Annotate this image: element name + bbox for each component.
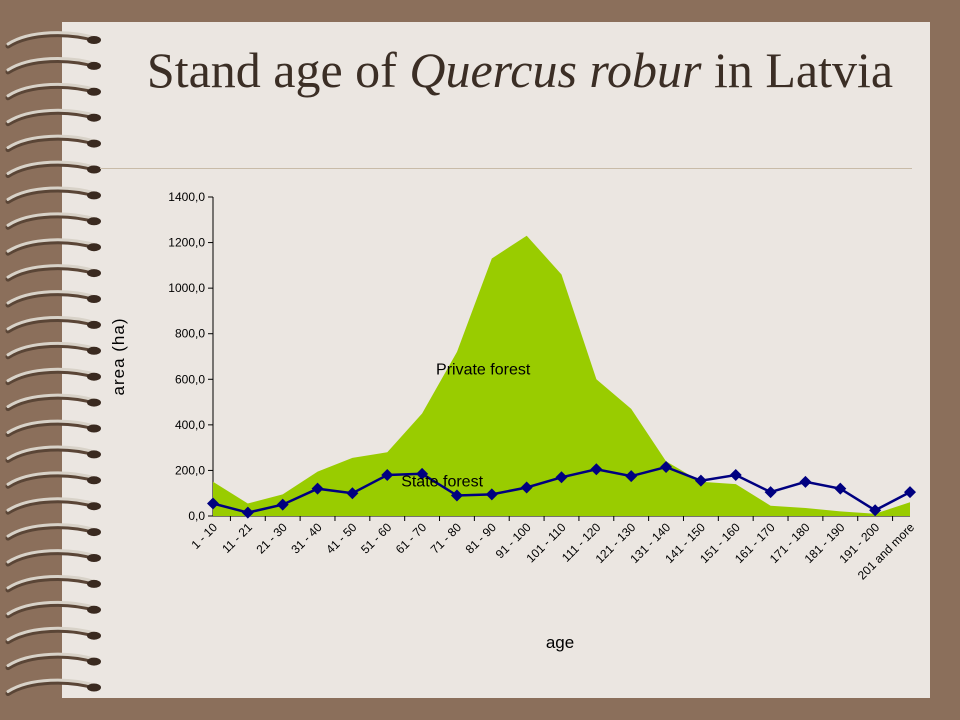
title-text-part1: Stand age of	[146, 42, 410, 98]
spiral-ring	[5, 367, 101, 386]
slide-title: Stand age of Quercus robur in Latvia	[100, 40, 940, 100]
state-forest-point	[346, 487, 359, 500]
state-forest-point	[381, 468, 394, 481]
state-forest-point	[660, 461, 673, 474]
private-forest-area-shape	[213, 235, 910, 516]
y-tick-label: 200,0	[175, 463, 205, 477]
x-tick-label: 41 - 50	[323, 520, 360, 557]
spiral-ring	[5, 497, 101, 515]
x-tick-label: 11 - 21	[219, 520, 255, 556]
spiral-ring	[5, 549, 101, 567]
spiral-ring	[5, 341, 101, 360]
spiral-ring	[5, 652, 101, 671]
spiral-ring	[5, 626, 101, 645]
spiral-ring	[5, 600, 101, 619]
spiral-ring	[5, 678, 101, 696]
title-text-part2: in Latvia	[701, 42, 894, 98]
x-axis-label: age	[546, 633, 574, 652]
spiral-ring	[5, 316, 101, 334]
spiral-ring	[5, 471, 101, 489]
spiral-ring	[5, 160, 101, 178]
spiral-ring	[5, 82, 101, 101]
state-forest-label: State forest	[401, 473, 483, 490]
y-tick-labels: 0,0 200,0 400,0 600,0 800,0 1000,0 1200,0 1400,…	[168, 190, 213, 523]
y-tick-label: 800,0	[175, 327, 205, 341]
spiral-ring	[5, 419, 101, 437]
state-forest-point	[625, 470, 638, 483]
x-tick-label: 31 - 40	[288, 520, 325, 557]
y-tick-label: 1400,0	[168, 190, 205, 204]
state-forest-point	[799, 475, 812, 488]
y-tick-label: 0,0	[188, 509, 205, 523]
state-forest-line	[207, 461, 916, 519]
title-species-name: Quercus robur	[409, 42, 702, 98]
y-tick-label: 600,0	[175, 372, 205, 386]
state-forest-point	[276, 498, 289, 511]
spiral-ring	[5, 186, 101, 204]
state-forest-point	[729, 468, 742, 481]
y-tick-label: 1200,0	[168, 236, 205, 250]
spiral-ring	[5, 445, 101, 463]
spiral-ring	[5, 134, 101, 153]
state-forest-point	[311, 482, 324, 495]
state-forest-point	[416, 467, 429, 480]
title-divider	[100, 168, 912, 169]
spiral-ring	[5, 290, 101, 308]
x-tick-label: 21 - 30	[254, 520, 291, 557]
state-forest-point	[904, 486, 916, 499]
state-forest-point	[485, 488, 498, 501]
y-axis-label: area (ha)	[109, 318, 128, 396]
state-forest-point	[207, 497, 219, 510]
spiral-ring	[5, 31, 101, 49]
state-forest-point	[590, 463, 603, 476]
state-forest-point	[241, 506, 254, 519]
state-forest-point	[869, 504, 882, 517]
state-forest-point	[555, 471, 568, 484]
private-forest-label: Private forest	[436, 362, 531, 379]
spiral-ring	[5, 575, 101, 593]
state-forest-point	[834, 482, 847, 495]
y-tick-label: 1000,0	[168, 281, 205, 295]
spiral-binding	[5, 31, 101, 696]
state-forest-point	[520, 481, 533, 494]
state-forest-point	[764, 486, 777, 499]
x-tick-label: 61 - 70	[393, 520, 430, 557]
x-tick-label: 71 - 80	[428, 520, 465, 557]
spiral-ring	[5, 264, 101, 282]
spiral-ring	[5, 212, 101, 230]
x-tick-label: 1 - 10	[189, 520, 221, 552]
spiral-ring	[5, 393, 101, 412]
state-forest-point	[694, 474, 707, 487]
x-tick-label: 51 - 60	[358, 520, 395, 557]
spiral-ring	[5, 238, 101, 256]
private-forest-area	[213, 235, 910, 516]
spiral-ring	[5, 57, 101, 75]
y-tick-label: 400,0	[175, 418, 205, 432]
spiral-ring	[5, 108, 101, 127]
state-forest-point	[450, 489, 463, 502]
spiral-ring	[5, 523, 101, 541]
